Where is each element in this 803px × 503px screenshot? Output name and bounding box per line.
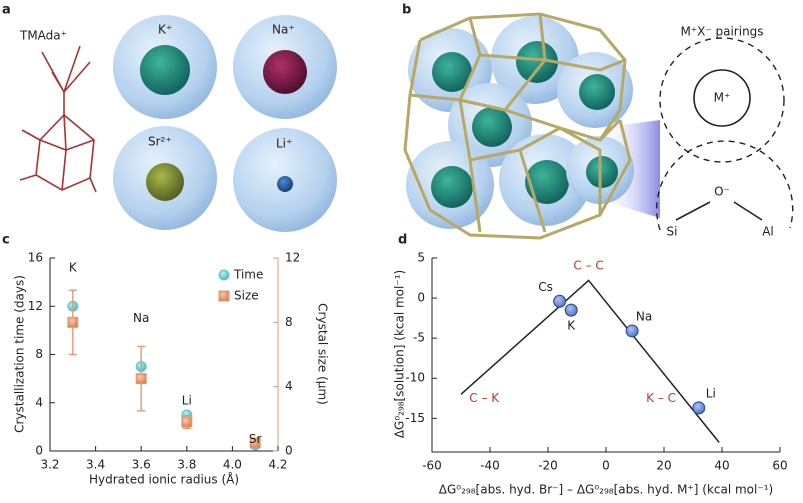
atom-label: Si	[667, 225, 678, 239]
trend-line	[460, 279, 720, 443]
y-axis-label: Crystallization time (days)	[13, 275, 27, 433]
y2-tick-label: 4	[285, 379, 293, 393]
point	[692, 401, 706, 415]
x-tick-label: 0	[602, 459, 610, 473]
pairing-title: M⁺X⁻ pairings	[680, 25, 763, 39]
point	[181, 416, 193, 428]
cation-label: M⁺	[714, 91, 731, 105]
axis-frame	[49, 258, 278, 452]
x-tick-label: -20	[538, 459, 558, 473]
x-tick-label: 4.2	[268, 458, 287, 472]
y2-tick-label: 0	[285, 444, 293, 458]
panel-label: a	[2, 3, 11, 18]
y-tick-label: -5	[413, 331, 425, 345]
x-tick-label: 3.2	[40, 458, 59, 472]
axis-frame	[431, 258, 780, 453]
point	[249, 437, 261, 449]
ion-label: Li⁺	[276, 137, 292, 151]
x-tick-label: -40	[480, 459, 500, 473]
point	[564, 303, 578, 317]
legend-marker	[218, 290, 230, 302]
atom-label: Al	[762, 225, 774, 239]
y-axis-label: ΔG⁰₂₉₈[solution] (kcal mol⁻¹)	[393, 270, 407, 438]
y-tick-label: 0	[417, 291, 425, 305]
annotation: C – C	[573, 259, 603, 273]
panel-a: a TMAda⁺ K⁺ Na⁺ Sr²⁺ Li⁺	[2, 3, 337, 232]
legend-label: Time	[233, 268, 263, 282]
x-axis-label: Hydrated ionic radius (Å)	[89, 472, 239, 487]
zeolite-cage	[403, 12, 634, 240]
x-axis-label: ΔG⁰₂₉₈[abs. hyd. Br⁻] – ΔG⁰₂₉₈[abs. hyd.…	[439, 483, 773, 497]
ion-label: K⁺	[158, 23, 172, 37]
ion-label: Na⁺	[272, 23, 295, 37]
point-label: Li	[182, 393, 192, 407]
y-tick-label: 8	[35, 347, 43, 361]
legend-marker	[218, 269, 230, 281]
point-label: K	[69, 261, 78, 275]
panel-label: d	[398, 233, 407, 248]
panel-b: b M⁺X⁻ pairings M⁺ O⁻ Si Al	[402, 3, 794, 240]
x-tick-label: 60	[772, 459, 787, 473]
point	[135, 373, 147, 385]
panel-label: b	[402, 3, 411, 18]
ion-label: Sr²⁺	[148, 135, 172, 149]
x-tick-label: 40	[714, 459, 729, 473]
y2-tick-label: 12	[285, 251, 300, 265]
anion-label: O⁻	[714, 185, 730, 199]
molecule	[19, 45, 97, 193]
y-tick-label: -10	[405, 371, 425, 385]
ion-spheres	[113, 15, 337, 232]
y-tick-label: 5	[417, 251, 425, 265]
legend-label: Size	[234, 289, 259, 303]
y-tick-label: 4	[35, 395, 43, 409]
x-tick-label: 3.6	[132, 458, 151, 472]
y-tick-label: 16	[28, 251, 43, 265]
x-tick-label: 4.0	[223, 458, 242, 472]
point-label: Cs	[538, 280, 553, 294]
y-tick-label: -15	[405, 411, 425, 425]
point	[67, 316, 79, 328]
annotation: K – C	[646, 391, 676, 405]
x-tick-label: -60	[422, 459, 442, 473]
x-tick-label: 20	[656, 459, 671, 473]
molecule-label: TMAda⁺	[19, 29, 67, 43]
point-label: Na	[133, 311, 149, 325]
point-label: Na	[636, 309, 652, 323]
x-tick-label: 3.8	[177, 458, 196, 472]
x-tick-label: 3.4	[86, 458, 105, 472]
panel-label: c	[2, 233, 10, 248]
point	[553, 294, 567, 308]
point	[625, 324, 639, 338]
y2-axis-label: Crystal size (μm)	[316, 303, 330, 405]
y-tick-label: 0	[35, 444, 43, 458]
y2-tick-label: 8	[285, 315, 293, 329]
point-label: K	[567, 319, 576, 333]
point-label: Li	[706, 386, 716, 400]
point-label: Sr	[249, 432, 262, 446]
y-tick-label: 12	[28, 299, 43, 313]
annotation: C – K	[469, 391, 500, 405]
